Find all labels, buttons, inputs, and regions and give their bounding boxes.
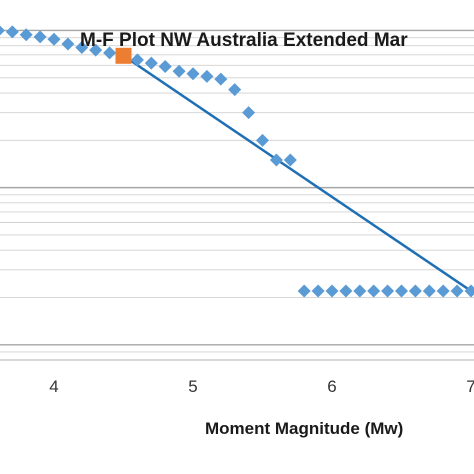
- data-point: [103, 46, 117, 60]
- data-point: [464, 284, 474, 298]
- data-point: [47, 32, 61, 46]
- data-point: [256, 133, 269, 147]
- data-point: [130, 53, 144, 67]
- data-points: [0, 25, 474, 298]
- x-tick-label: 5: [188, 377, 197, 396]
- data-point: [228, 83, 242, 97]
- data-point: [186, 67, 200, 81]
- data-point: [158, 59, 172, 73]
- data-point: [436, 284, 450, 298]
- data-point: [353, 284, 367, 298]
- data-point: [339, 284, 353, 298]
- data-point: [395, 284, 408, 298]
- data-point: [242, 106, 256, 120]
- data-point: [200, 69, 214, 83]
- data-point: [450, 284, 464, 298]
- data-point: [61, 37, 75, 51]
- chart-grid: [0, 29, 474, 361]
- data-point: [297, 284, 311, 298]
- data-point: [33, 30, 47, 44]
- x-tick-label: 6: [327, 377, 336, 396]
- data-point: [311, 284, 325, 298]
- x-tick-label: 4: [49, 377, 58, 396]
- data-point: [214, 72, 228, 86]
- highlight-point: [115, 47, 132, 64]
- data-point: [144, 56, 158, 70]
- data-point: [283, 153, 297, 167]
- data-point: [89, 43, 103, 57]
- data-point: [75, 40, 89, 54]
- x-axis-title: Moment Magnitude (Mw): [205, 419, 403, 438]
- data-point: [367, 284, 381, 298]
- data-point: [408, 284, 422, 298]
- data-point: [269, 153, 283, 167]
- x-tick-labels: 4 5 6 7: [49, 377, 474, 396]
- data-point: [172, 64, 186, 78]
- x-tick-label: 7: [466, 377, 474, 396]
- data-point: [325, 284, 339, 298]
- data-point: [381, 284, 395, 298]
- chart-title: M-F Plot NW Australia Extended Mar: [80, 30, 408, 51]
- data-point: [19, 28, 33, 42]
- fit-line: [122, 54, 472, 292]
- highlight-points: [115, 47, 132, 64]
- fit-line-group: [122, 54, 472, 292]
- data-point: [0, 25, 5, 36]
- data-point: [5, 25, 19, 39]
- data-point: [422, 284, 436, 298]
